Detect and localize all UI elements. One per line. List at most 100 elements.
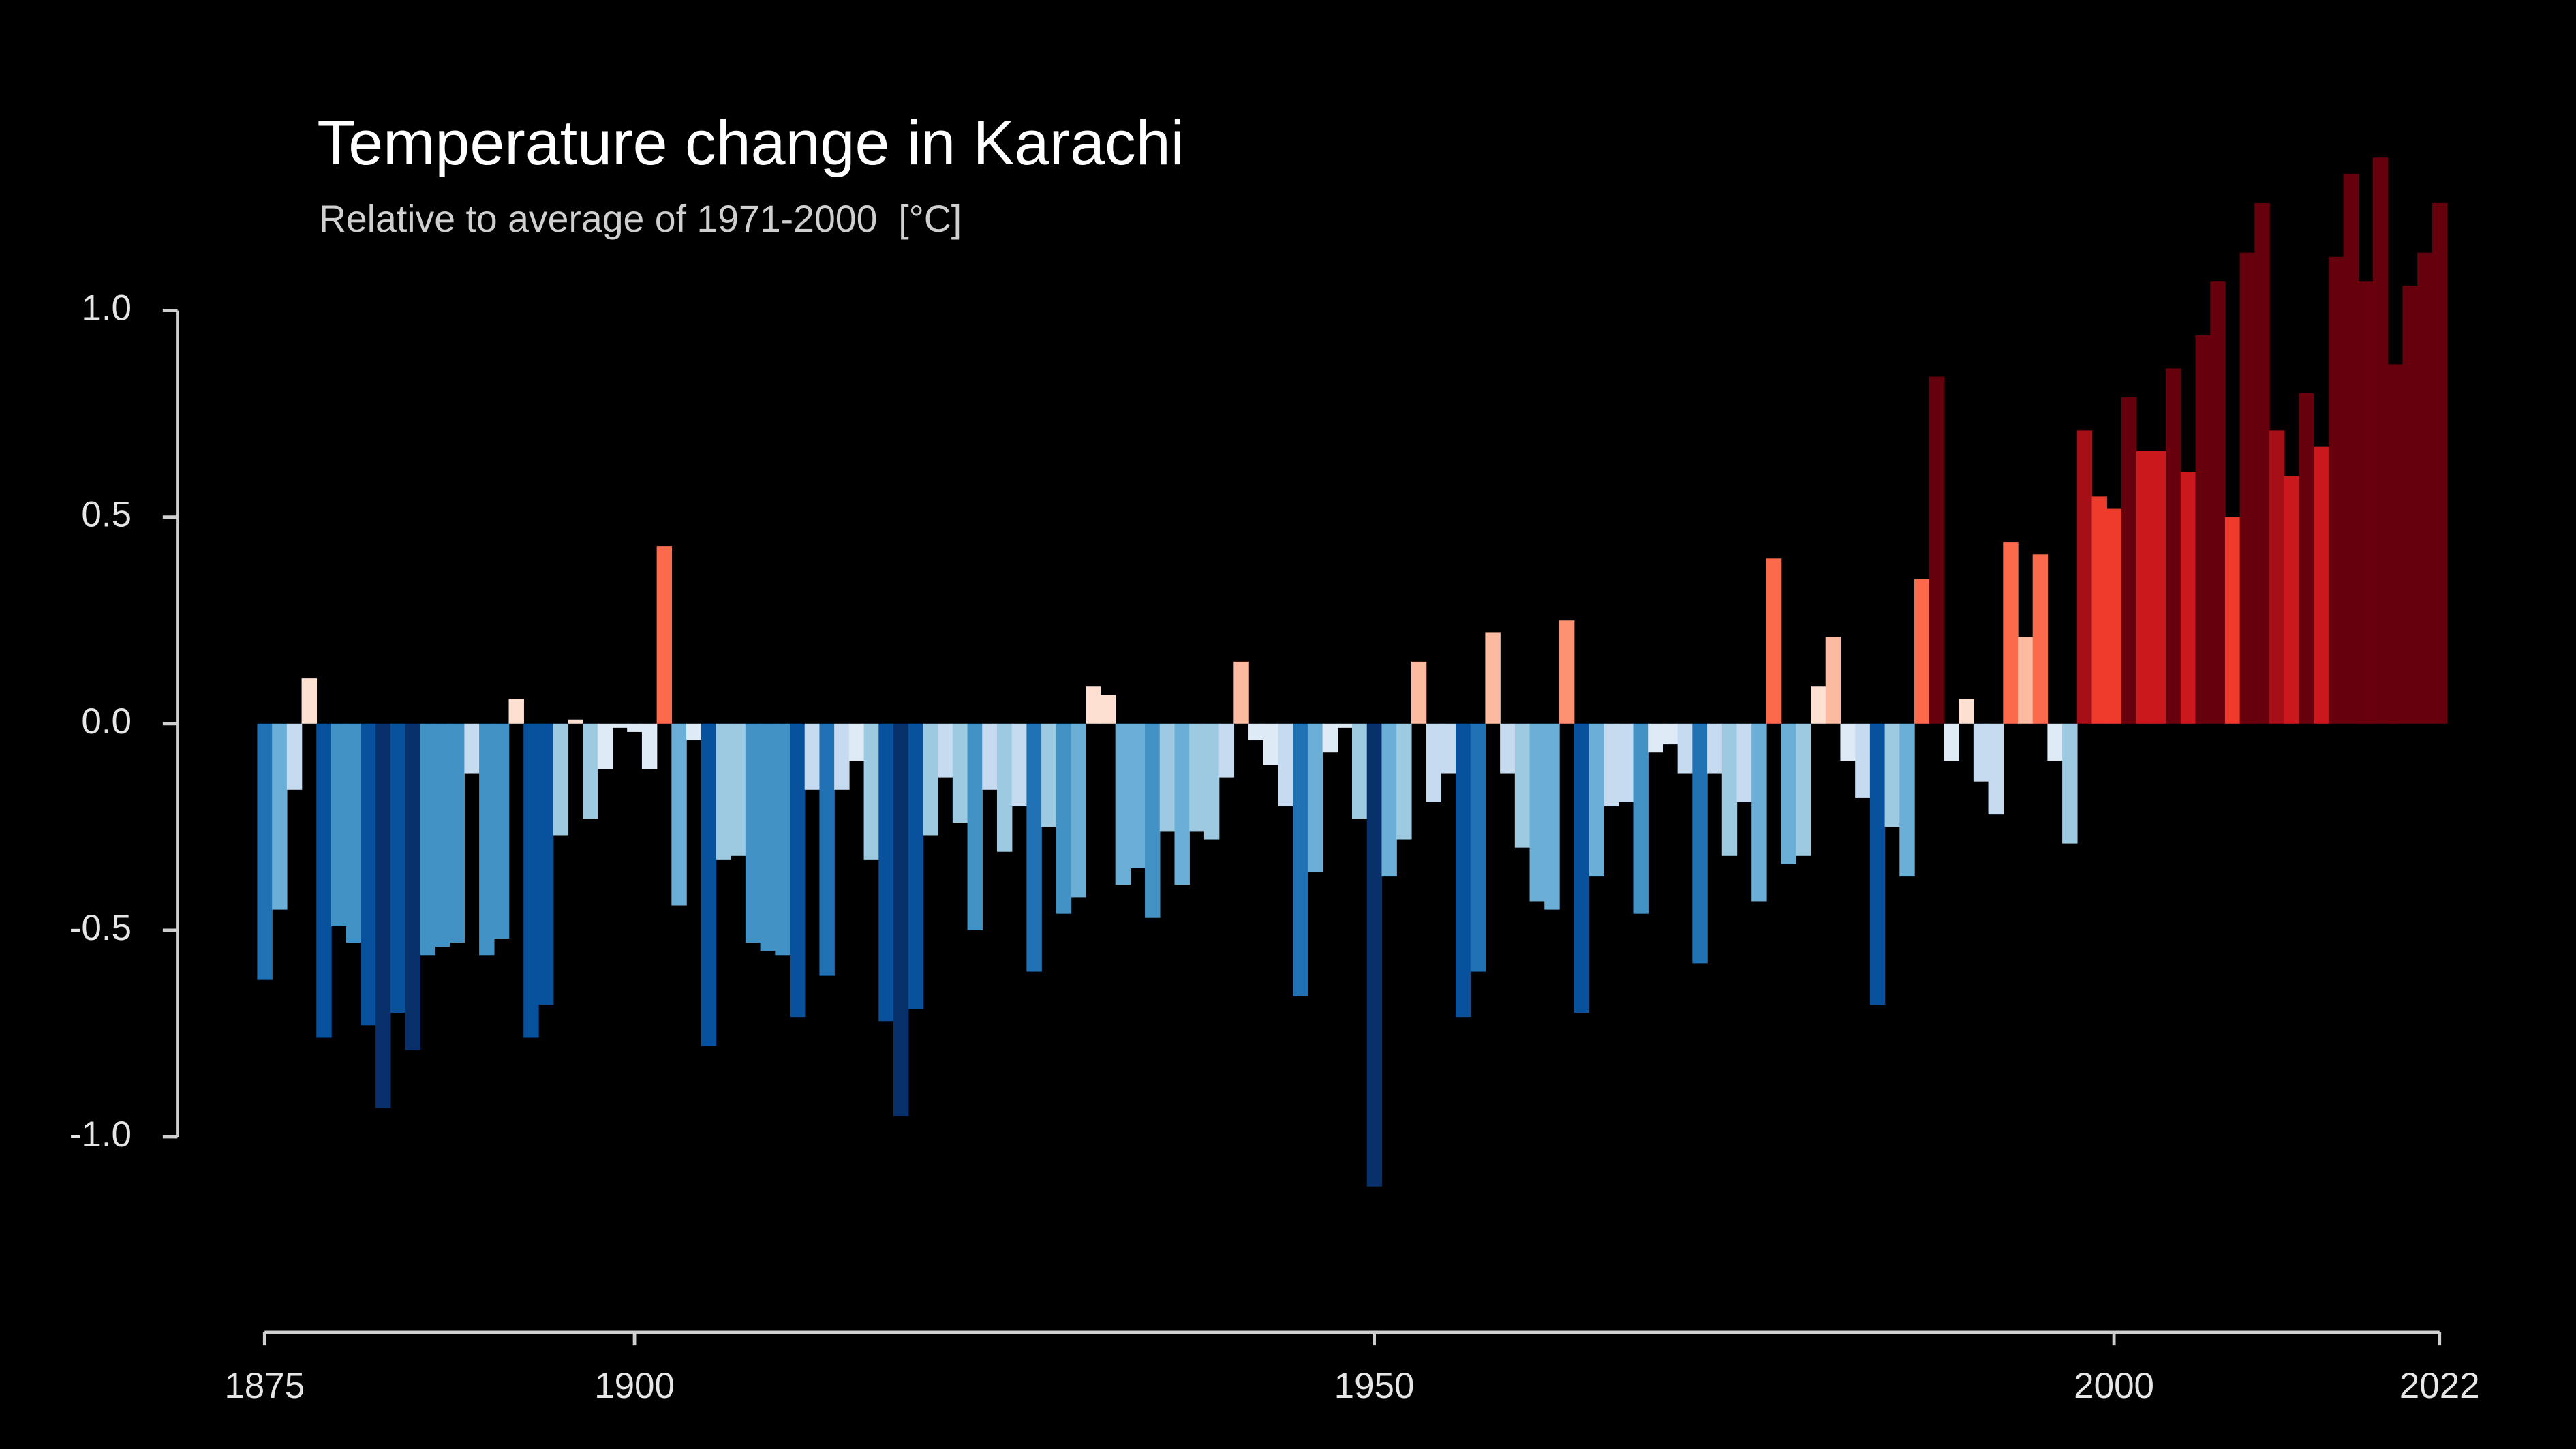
bar: [1041, 723, 1057, 827]
bar: [1633, 723, 1649, 914]
bar: [479, 723, 495, 956]
bar: [1959, 699, 1974, 724]
bar: [641, 723, 658, 769]
bar: [2402, 286, 2418, 724]
bar: [1662, 723, 1678, 745]
bar: [1840, 723, 1856, 761]
bar: [2136, 451, 2152, 724]
bar: [1366, 723, 1383, 1187]
bar: [597, 723, 613, 769]
bar: [1441, 723, 1456, 774]
y-tick-label: 0.5: [81, 495, 132, 535]
bar: [1248, 723, 1264, 741]
y-tick-label: -1.0: [70, 1114, 132, 1155]
y-tick-label: -0.5: [70, 908, 132, 948]
bar: [2284, 476, 2300, 724]
bar: [1884, 723, 1901, 827]
bar: [982, 723, 998, 790]
bar: [686, 723, 702, 741]
bar: [1071, 723, 1086, 898]
bar: [1914, 579, 1930, 724]
bar: [1559, 620, 1575, 724]
bar: [1203, 723, 1220, 840]
bar: [2106, 508, 2122, 724]
bar: [2254, 202, 2270, 724]
bar: [775, 723, 791, 956]
bar: [1707, 723, 1723, 774]
bar: [2166, 368, 2181, 724]
bar: [1218, 723, 1235, 778]
bar: [1470, 723, 1486, 972]
bar: [1929, 376, 1945, 724]
bar: [316, 723, 332, 1038]
bar: [1618, 723, 1634, 802]
bar: [671, 723, 687, 906]
bar: [1589, 723, 1604, 877]
bar: [331, 723, 347, 926]
bar: [583, 723, 598, 819]
bar: [2269, 430, 2285, 724]
bar: [790, 723, 806, 1018]
bar: [701, 723, 717, 1046]
bar: [1026, 723, 1042, 972]
bar: [1011, 723, 1028, 807]
bar: [893, 723, 909, 1116]
bar: [1677, 723, 1693, 774]
bar: [863, 723, 880, 860]
bar: [1115, 723, 1131, 885]
bar: [434, 723, 450, 947]
x-tick-label: 2000: [2074, 1366, 2154, 1406]
bar: [1485, 632, 1501, 724]
bar: [1944, 723, 1959, 761]
bar: [1692, 723, 1708, 964]
bar: [405, 723, 420, 1050]
bar: [2062, 723, 2078, 844]
bar: [760, 723, 776, 951]
bar: [1811, 686, 1826, 724]
bar: [1721, 723, 1738, 856]
bar: [523, 723, 539, 1038]
bar: [2180, 471, 2196, 724]
bar: [286, 723, 303, 790]
bar: [553, 723, 569, 836]
bar: [1056, 723, 1072, 914]
bar: [1736, 723, 1752, 802]
bar: [1574, 723, 1590, 1013]
bar: [1825, 637, 1841, 724]
bar: [346, 723, 362, 943]
bar: [2121, 397, 2137, 724]
bar: [1500, 723, 1516, 774]
chart-subtitle: Relative to average of 1971-2000 [°C]: [319, 198, 962, 240]
bar: [656, 546, 673, 724]
bar: [952, 723, 968, 823]
bar: [1796, 723, 1811, 856]
bar: [2032, 554, 2049, 724]
bar: [716, 723, 731, 860]
bar: [1322, 723, 1338, 753]
bar: [272, 723, 288, 910]
bar: [2432, 202, 2448, 724]
bar: [1751, 723, 1767, 902]
bar: [449, 723, 465, 943]
bar: [2017, 637, 2034, 724]
bar: [2387, 364, 2404, 724]
bar: [834, 723, 850, 790]
bar: [2314, 446, 2329, 724]
bar: [1426, 723, 1441, 802]
y-tick-label: 1.0: [81, 288, 132, 329]
bar: [627, 723, 643, 732]
bar: [2003, 542, 2019, 724]
bar: [1086, 686, 1101, 724]
bar: [1278, 723, 1293, 807]
bar: [1529, 723, 1545, 902]
bar: [1159, 723, 1176, 832]
bar: [1544, 723, 1560, 910]
bar: [1100, 695, 1116, 724]
bar: [2224, 517, 2241, 724]
bar: [2417, 252, 2433, 724]
bar: [819, 723, 835, 976]
bar: [568, 719, 583, 724]
y-tick-label: 0.0: [81, 701, 132, 742]
bar: [257, 723, 273, 980]
